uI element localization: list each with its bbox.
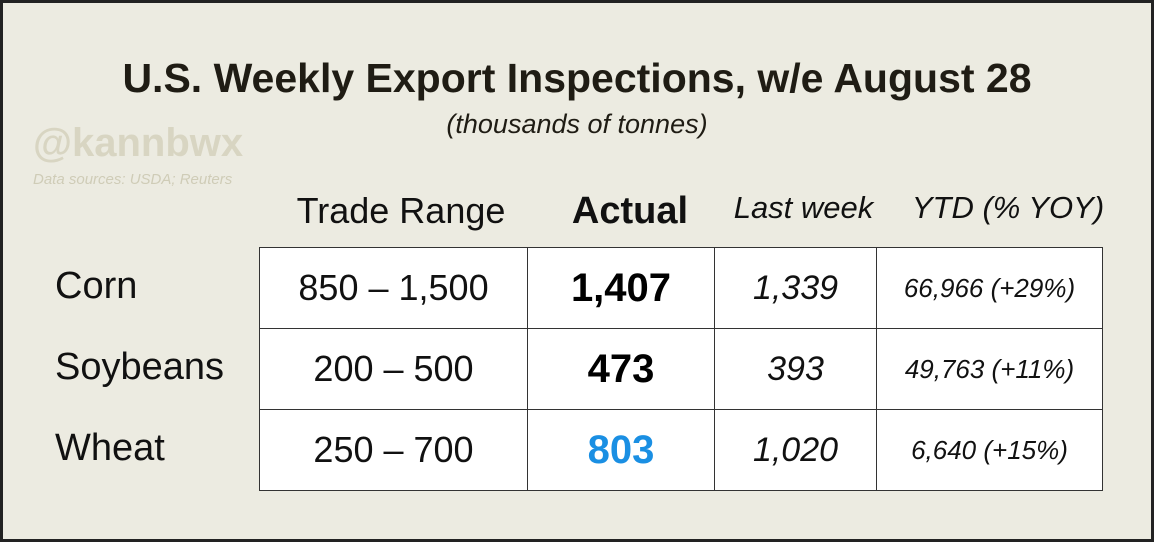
table-cell: 49,763 (+11%) [876,328,1103,410]
table-cell: 473 [527,328,715,410]
source-note: Data sources: USDA; Reuters [33,171,233,188]
table-cell: 850 – 1,500 [259,247,528,329]
table-cell: 6,640 (+15%) [876,409,1103,491]
title: U.S. Weekly Export Inspections, w/e Augu… [122,55,1032,101]
watermark: @kannbwx [33,121,244,165]
row-label: Wheat [55,427,165,469]
column-header: Actual [571,190,689,232]
table-cell: 393 [714,328,877,410]
table-cell: 250 – 700 [259,409,528,491]
table-cell: 1,407 [527,247,715,329]
table-cell: 1,020 [714,409,877,491]
table-cell: 803 [527,409,715,491]
table-cell: 1,339 [714,247,877,329]
row-label: Corn [55,265,138,307]
table-cell: 200 – 500 [259,328,528,410]
row-label: Soybeans [55,346,225,388]
column-header: Trade Range [296,190,506,231]
subtitle: (thousands of tonnes) [446,109,708,139]
table-cell: 66,966 (+29%) [876,247,1103,329]
column-header: Last week [733,190,874,225]
column-header: YTD (% YOY) [911,190,1105,225]
